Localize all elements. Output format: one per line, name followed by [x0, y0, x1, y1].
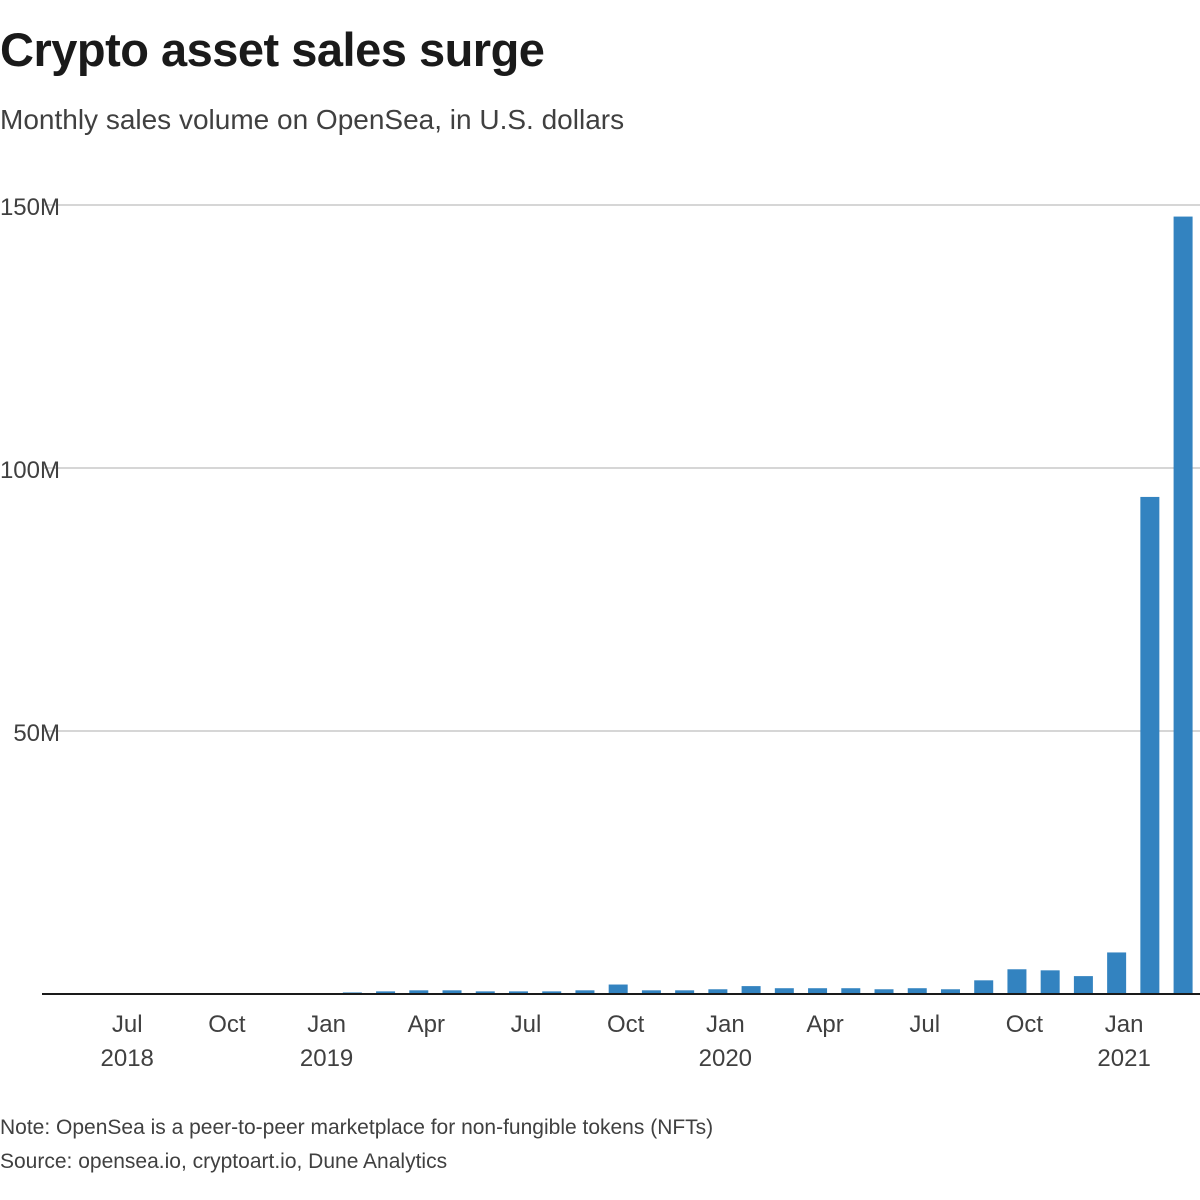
x-tick-label: Oct: [1006, 1011, 1044, 1038]
chart-note: Note: OpenSea is a peer-to-peer marketpl…: [0, 1116, 714, 1139]
x-tick-label: Oct: [208, 1011, 246, 1038]
bars: [309, 216, 1193, 994]
chart-source: Source: opensea.io, cryptoart.io, Dune A…: [0, 1150, 448, 1173]
bar-2021-02: [1140, 496, 1160, 994]
x-axis: Jul 2018 Oct Jan 2019 Apr Jul Oct Jan 2020 Apr Jul O…: [42, 993, 1200, 1072]
bar-2019-09: [575, 990, 595, 994]
x-tick-year-label: 2019: [300, 1045, 353, 1072]
bar-2020-11: [1040, 970, 1060, 994]
x-tick-year-label: 2021: [1097, 1045, 1150, 1072]
x-tick-label: Apr: [806, 1011, 843, 1038]
x-tick-label: Jan: [307, 1011, 346, 1038]
bar-chart: 50M 100M 150M Jul 2018 Oct Jan 2019 Apr Jul Oct Ja…: [0, 194, 1200, 1072]
bar-2019-04: [409, 990, 429, 994]
bar-2019-12: [675, 990, 695, 994]
bar-2019-06: [475, 991, 495, 994]
x-tick-label: Jan: [1105, 1011, 1144, 1038]
x-tick-year-label: 2018: [101, 1045, 154, 1072]
bar-2020-10: [1007, 969, 1027, 994]
bar-2020-08: [940, 989, 960, 994]
chart-title: Crypto asset sales surge: [0, 23, 545, 76]
x-tick-year-label: 2020: [699, 1045, 752, 1072]
bar-2019-03: [376, 991, 396, 994]
bar-2020-12: [1073, 976, 1093, 994]
x-tick-label: Jul: [511, 1011, 542, 1038]
bar-2020-02: [741, 986, 761, 994]
bar-2020-01: [708, 989, 728, 994]
bar-2019-10: [608, 984, 628, 994]
x-tick-label: Jul: [909, 1011, 940, 1038]
bar-2019-07: [508, 991, 528, 994]
bar-2019-05: [442, 990, 462, 994]
chart-subtitle: Monthly sales volume on OpenSea, in U.S.…: [0, 104, 625, 135]
x-tick-label: Jan: [706, 1011, 745, 1038]
y-tick-label: 150M: [0, 194, 60, 221]
x-tick-label: Apr: [408, 1011, 445, 1038]
bar-2021-01: [1107, 952, 1127, 994]
bar-2020-06: [874, 989, 894, 994]
bar-2020-03: [774, 988, 794, 994]
y-tick-label: 100M: [0, 457, 60, 484]
bar-2019-08: [542, 991, 562, 994]
gridlines: 50M 100M 150M: [0, 194, 1200, 747]
bar-2020-04: [808, 988, 828, 994]
bar-2020-07: [907, 988, 927, 994]
y-tick-label: 50M: [13, 720, 60, 747]
x-tick-label: Oct: [607, 1011, 645, 1038]
x-tick-label: Jul: [112, 1011, 143, 1038]
bar-2019-11: [641, 990, 661, 994]
bar-2020-09: [974, 980, 994, 994]
bar-2021-03: [1173, 216, 1193, 994]
bar-2020-05: [841, 988, 861, 994]
